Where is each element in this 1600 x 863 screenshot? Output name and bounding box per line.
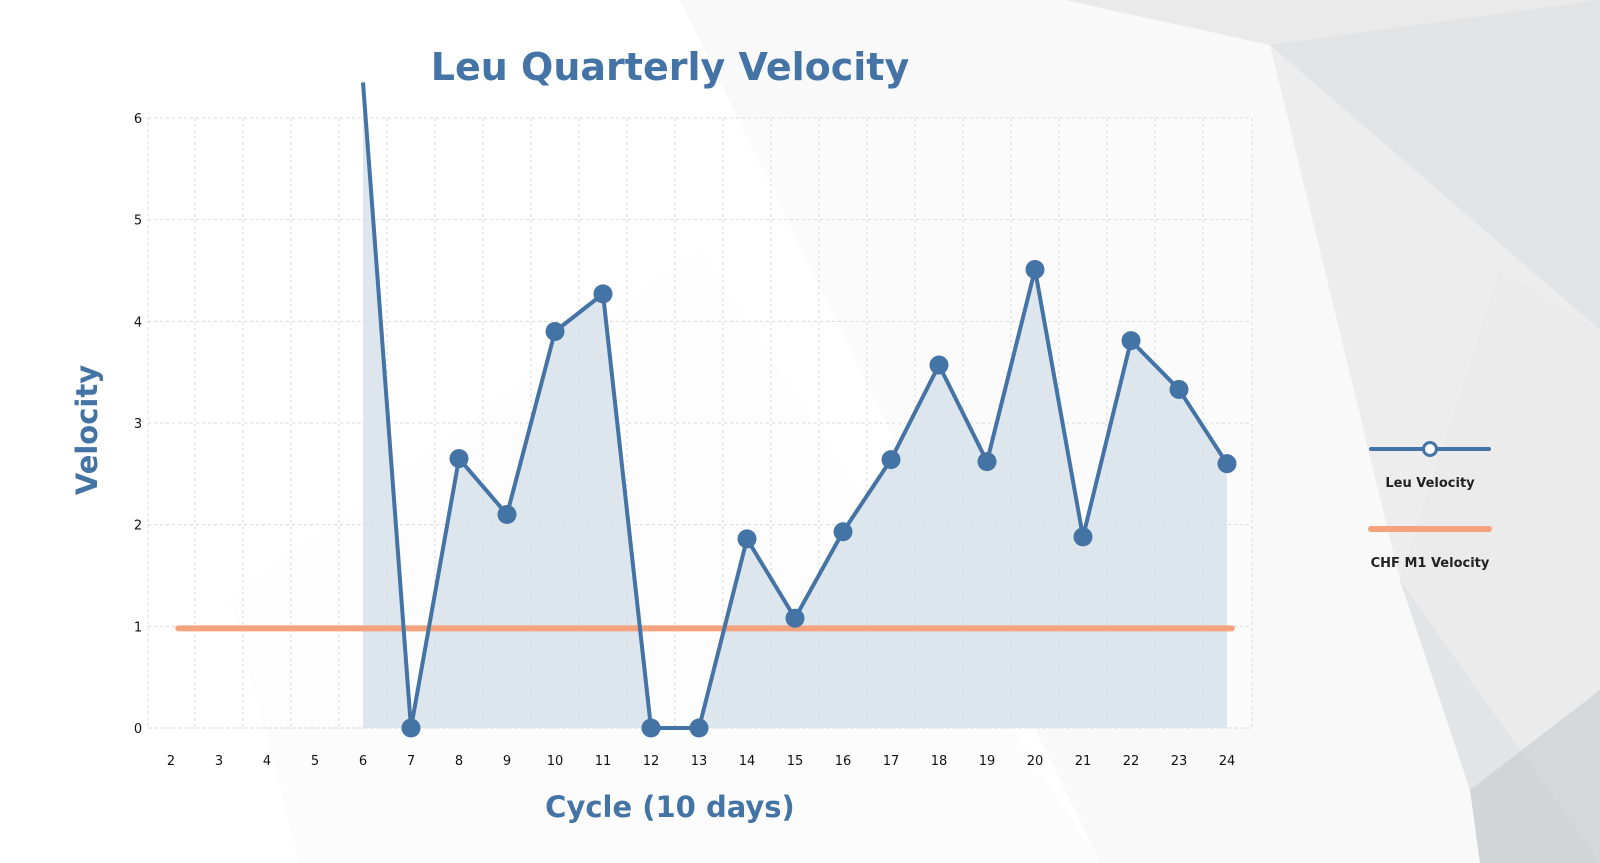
data-point-leu-velocity [881, 450, 901, 470]
y-tick-label: 0 [134, 722, 142, 737]
x-tick-label: 21 [1075, 754, 1092, 769]
y-tick-label: 6 [134, 112, 142, 127]
axis-tick-labels: 2 3 4 5 6 7 8 9 10 11 12 13 14 15 16 17 18 19 20 21 22 23 2401… [134, 112, 1235, 769]
x-tick-label: 12 [643, 754, 660, 769]
legend-item-leu-velocity: Leu Velocity [1369, 441, 1491, 491]
chart-legend: Leu Velocity CHF M1 Velocity [1368, 441, 1492, 571]
legend-label-chf-m1-velocity: CHF M1 Velocity [1371, 556, 1490, 571]
x-tick-label: 22 [1123, 754, 1140, 769]
series-area-leu-velocity [363, 82, 1227, 728]
data-point-leu-velocity [689, 718, 709, 738]
x-tick-label: 6 [359, 754, 367, 769]
background-facet [1270, 0, 1600, 330]
data-point-leu-velocity [449, 449, 469, 469]
x-tick-label: 8 [455, 754, 463, 769]
legend-label-leu-velocity: Leu Velocity [1385, 476, 1475, 491]
data-point-leu-velocity [977, 452, 997, 472]
x-tick-label: 3 [215, 754, 223, 769]
y-tick-label: 3 [134, 417, 142, 432]
x-tick-label: 2 [167, 754, 175, 769]
data-point-leu-velocity [641, 718, 661, 738]
y-axis-title: Velocity [70, 365, 104, 495]
chart-title: Leu Quarterly Velocity [431, 45, 910, 89]
x-tick-label: 23 [1171, 754, 1188, 769]
x-tick-label: 24 [1219, 754, 1236, 769]
data-point-leu-velocity [833, 522, 853, 542]
data-point-leu-velocity [1169, 379, 1189, 399]
x-tick-label: 15 [787, 754, 804, 769]
data-point-leu-velocity [785, 608, 805, 628]
data-point-leu-velocity [929, 355, 949, 375]
background-facet [1270, 45, 1600, 580]
data-point-leu-velocity [545, 322, 565, 341]
x-tick-label: 17 [883, 754, 900, 769]
x-tick-label: 5 [311, 754, 319, 769]
x-tick-label: 18 [931, 754, 948, 769]
y-tick-label: 5 [134, 214, 142, 229]
background-facet [1470, 690, 1600, 863]
x-tick-label: 19 [979, 754, 996, 769]
x-tick-label: 4 [263, 754, 271, 769]
series-markers [401, 259, 1237, 738]
x-tick-label: 14 [739, 754, 756, 769]
background-facet [1065, 0, 1600, 330]
legend-item-chf-m1-velocity: CHF M1 Velocity [1368, 526, 1492, 571]
y-tick-label: 1 [134, 620, 142, 635]
data-point-leu-velocity [401, 718, 421, 738]
data-point-leu-velocity [1025, 259, 1045, 279]
data-point-leu-velocity [1073, 527, 1093, 547]
data-point-leu-velocity [737, 529, 757, 549]
chart-area-layer [363, 82, 1227, 728]
background-facet [1400, 270, 1600, 863]
x-tick-label: 11 [595, 754, 612, 769]
data-point-leu-velocity [1121, 331, 1141, 351]
x-tick-label: 7 [407, 754, 415, 769]
y-tick-label: 4 [134, 315, 142, 330]
x-tick-label: 10 [547, 754, 564, 769]
y-tick-label: 2 [134, 519, 142, 534]
data-point-leu-velocity [1217, 454, 1237, 474]
x-axis-title: Cycle (10 days) [545, 790, 795, 824]
legend-swatch-marker [1422, 441, 1438, 457]
x-tick-label: 20 [1027, 754, 1044, 769]
x-tick-label: 16 [835, 754, 852, 769]
data-point-leu-velocity [593, 284, 613, 304]
data-point-leu-velocity [497, 505, 517, 524]
x-tick-label: 9 [503, 754, 511, 769]
x-tick-label: 13 [691, 754, 708, 769]
